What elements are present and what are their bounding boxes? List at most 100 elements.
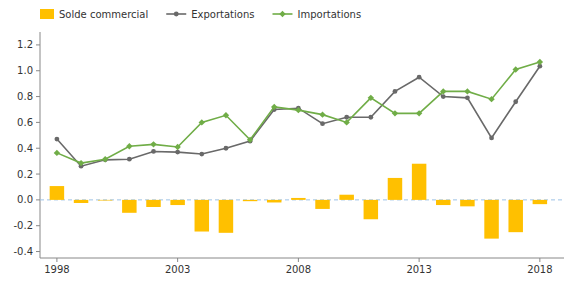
marker [271, 104, 277, 110]
marker [488, 96, 494, 102]
marker [465, 95, 470, 100]
legend-item: Solde commercial [40, 9, 148, 20]
line [57, 62, 540, 163]
bar [98, 199, 112, 201]
marker [54, 150, 60, 156]
y-tick [36, 122, 40, 123]
legend-marker [174, 12, 179, 17]
plot-area [40, 59, 564, 239]
bar [533, 200, 547, 204]
marker [489, 135, 494, 140]
y-tick [36, 44, 40, 45]
legend: Solde commercial Exportations Importations [40, 9, 361, 20]
y-tick [36, 96, 40, 97]
marker [464, 88, 470, 94]
bar [508, 200, 522, 232]
y-tick-label: 0.2 [17, 169, 33, 180]
y-tick-label: 1.2 [17, 39, 33, 50]
bar [315, 200, 329, 209]
marker [150, 141, 156, 147]
bar [460, 200, 474, 206]
marker [78, 160, 84, 166]
legend-item: Exportations [166, 9, 254, 20]
legend-label: Solde commercial [59, 9, 148, 20]
x-tick-label: 2008 [286, 264, 311, 275]
series-line [54, 59, 543, 167]
x-tick [177, 258, 178, 262]
line [57, 66, 540, 166]
marker [224, 146, 229, 151]
marker [199, 152, 204, 157]
y-tick-label: 1.0 [17, 65, 33, 76]
y-tick-label: 0.6 [17, 117, 33, 128]
marker [343, 119, 349, 125]
x-tick [56, 258, 57, 262]
marker [55, 137, 60, 142]
marker [513, 66, 519, 72]
chart: -0.4 -0.2 0.0 0.2 0.4 0.6 0.8 1.0 1.2 1998 2003 200… [0, 0, 576, 282]
x-axis-line [40, 258, 564, 259]
marker [441, 94, 446, 99]
y-tick [36, 251, 40, 252]
bar [388, 178, 402, 200]
marker [393, 89, 398, 94]
marker [295, 107, 301, 113]
y-tick-label: 0.0 [17, 194, 33, 205]
marker [127, 157, 132, 162]
marker [175, 150, 180, 155]
x-tick-label: 2018 [527, 264, 552, 275]
legend-label: Importations [297, 9, 361, 20]
marker [368, 95, 374, 101]
y-tick [36, 174, 40, 175]
marker [151, 149, 156, 154]
marker [513, 99, 518, 104]
bar [50, 186, 64, 200]
marker [344, 115, 349, 120]
legend-marker [279, 11, 285, 17]
marker [320, 121, 325, 126]
legend-label: Exportations [191, 9, 254, 20]
y-axis-line [40, 32, 41, 258]
bar [291, 198, 305, 200]
x-tick-label: 2013 [406, 264, 431, 275]
bar [146, 200, 160, 207]
series-bar [50, 164, 547, 239]
bar [412, 164, 426, 200]
marker [537, 59, 543, 65]
y-tick [36, 199, 40, 200]
marker [126, 143, 132, 149]
x-tick-label: 1998 [44, 264, 69, 275]
y-tick [36, 225, 40, 226]
marker [392, 110, 398, 116]
marker [368, 115, 373, 120]
bar [484, 200, 498, 239]
y-tick-label: -0.2 [13, 220, 33, 231]
x-tick [298, 258, 299, 262]
y-tick [36, 70, 40, 71]
marker [440, 88, 446, 94]
bar [74, 200, 88, 203]
y-tick-label: 0.4 [17, 143, 33, 154]
x-tick-label: 2003 [165, 264, 190, 275]
bar [267, 200, 281, 203]
marker [319, 111, 325, 117]
x-tick [539, 258, 540, 262]
marker [247, 137, 253, 143]
bar [364, 200, 378, 219]
y-tick-label: 0.8 [17, 91, 33, 102]
y-tick [36, 148, 40, 149]
legend-swatch [40, 9, 54, 19]
bar [195, 200, 209, 232]
marker [174, 144, 180, 150]
series-line [55, 64, 543, 169]
bar [122, 200, 136, 213]
marker [102, 156, 108, 162]
bar [339, 195, 353, 200]
axes: -0.4 -0.2 0.0 0.2 0.4 0.6 0.8 1.0 1.2 1998 2003 200… [13, 32, 564, 275]
marker [416, 110, 422, 116]
x-tick [419, 258, 420, 262]
marker [223, 112, 229, 118]
y-tick-label: -0.4 [13, 246, 33, 257]
bar [170, 200, 184, 205]
bar [436, 200, 450, 205]
